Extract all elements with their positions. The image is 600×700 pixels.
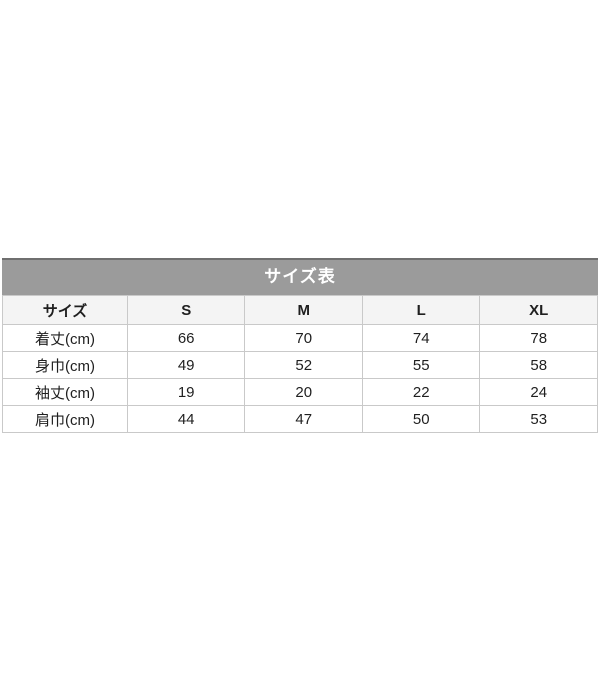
- table-row: 着丈(cm) 66 70 74 78: [2, 324, 598, 352]
- size-chart-header: サイズ S M L XL: [2, 295, 598, 325]
- value-cell: 22: [361, 378, 481, 406]
- value-cell: 52: [244, 351, 363, 379]
- header-cell-size-0: S: [126, 295, 246, 325]
- header-row: サイズ S M L XL: [2, 295, 598, 325]
- value-cell: 78: [479, 324, 598, 352]
- value-cell: 19: [126, 378, 246, 406]
- size-chart: サイズ表 サイズ S M L XL 着丈(cm) 66 70 74 78 身巾(cm) 49 52 55…: [2, 258, 598, 433]
- size-chart-title: サイズ表: [264, 267, 336, 286]
- value-cell: 70: [244, 324, 363, 352]
- value-cell: 66: [126, 324, 246, 352]
- value-cell: 47: [244, 405, 363, 433]
- value-cell: 50: [361, 405, 481, 433]
- header-cell-size-3: XL: [479, 295, 598, 325]
- header-cell-size-1: M: [244, 295, 363, 325]
- table-row: 身巾(cm) 49 52 55 58: [2, 351, 598, 379]
- row-label: 着丈(cm): [2, 324, 128, 352]
- size-chart-body: 着丈(cm) 66 70 74 78 身巾(cm) 49 52 55 58 袖丈(cm) 19 20 22…: [2, 324, 598, 433]
- size-chart-title-bar: サイズ表: [2, 258, 598, 295]
- value-cell: 74: [361, 324, 481, 352]
- value-cell: 49: [126, 351, 246, 379]
- row-label: 袖丈(cm): [2, 378, 128, 406]
- header-cell-size-2: L: [361, 295, 481, 325]
- value-cell: 24: [479, 378, 598, 406]
- table-row: 肩巾(cm) 44 47 50 53: [2, 405, 598, 433]
- table-row: 袖丈(cm) 19 20 22 24: [2, 378, 598, 406]
- value-cell: 20: [244, 378, 363, 406]
- value-cell: 44: [126, 405, 246, 433]
- size-chart-table: サイズ S M L XL 着丈(cm) 66 70 74 78 身巾(cm) 49 52 55 58 袖丈(…: [2, 295, 598, 433]
- value-cell: 53: [479, 405, 598, 433]
- value-cell: 55: [361, 351, 481, 379]
- row-label: 肩巾(cm): [2, 405, 128, 433]
- header-cell-size-label: サイズ: [2, 295, 128, 325]
- row-label: 身巾(cm): [2, 351, 128, 379]
- value-cell: 58: [479, 351, 598, 379]
